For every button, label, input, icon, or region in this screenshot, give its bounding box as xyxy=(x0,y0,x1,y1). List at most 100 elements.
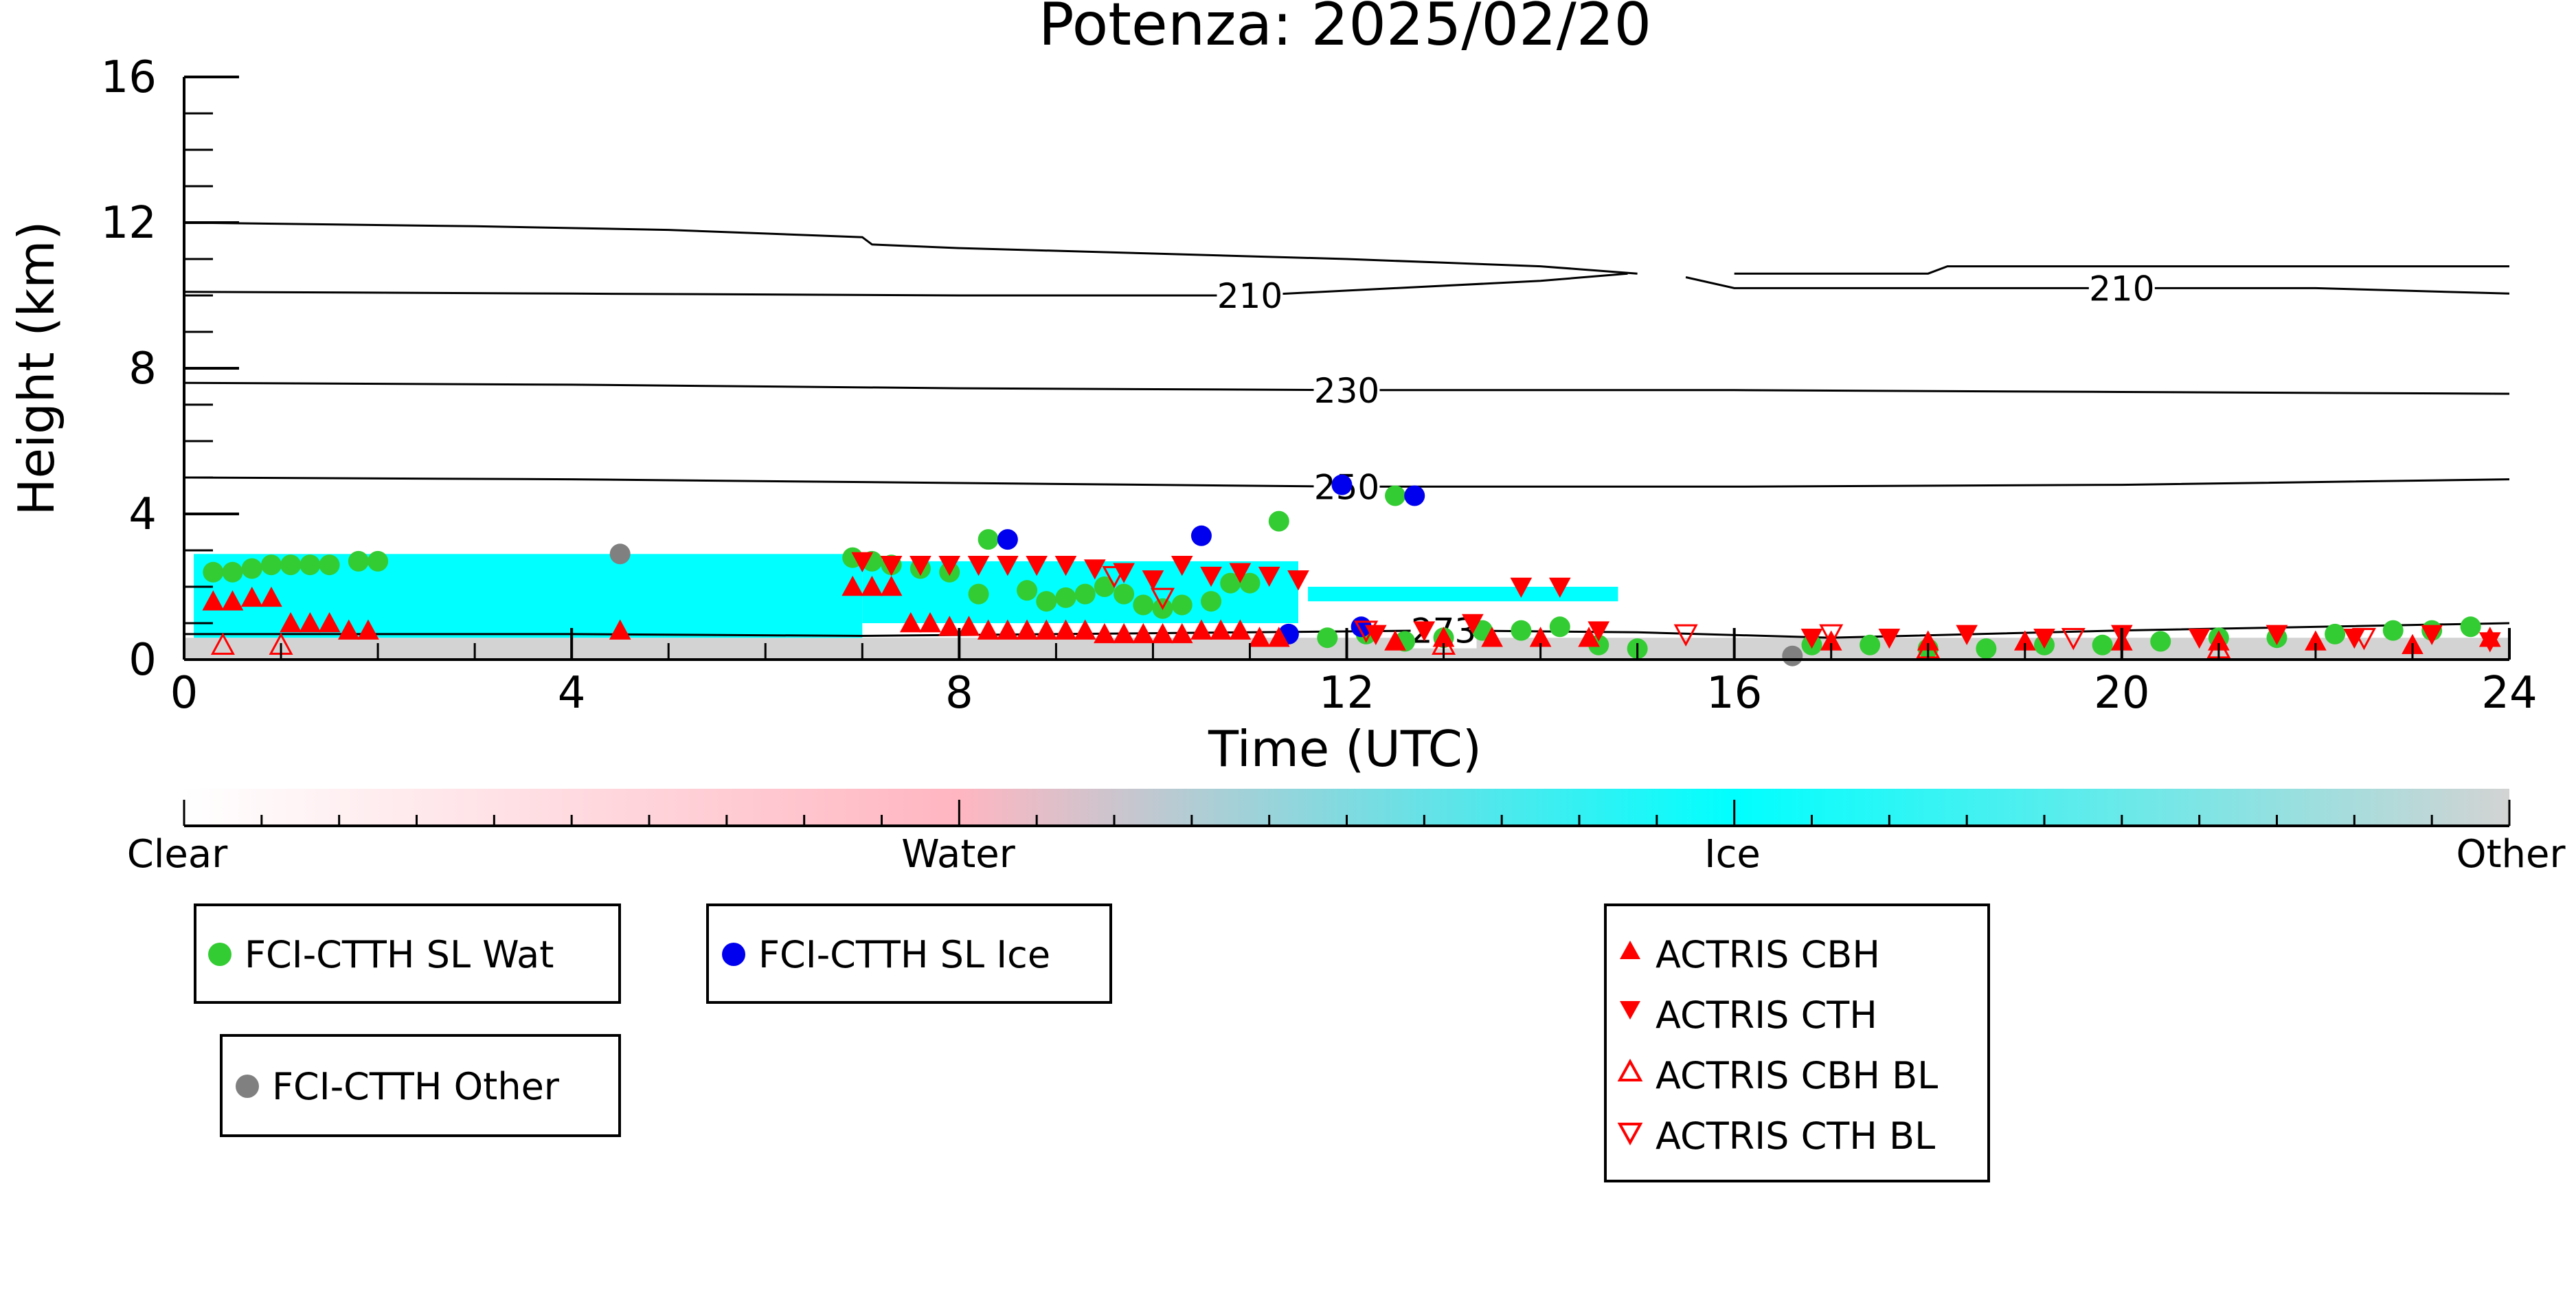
legend-symbol-ice xyxy=(722,943,745,966)
marker-point xyxy=(1800,628,1823,649)
marker-point xyxy=(337,619,360,640)
marker-point xyxy=(1026,555,1048,576)
marker-point xyxy=(300,554,321,576)
marker-point xyxy=(280,554,302,576)
contour-label-bg xyxy=(1313,372,1380,408)
marker-point xyxy=(909,555,931,576)
y-tick-label: 8 xyxy=(128,344,157,394)
marker-point xyxy=(2351,627,2376,651)
marker-point xyxy=(968,583,989,605)
marker-point xyxy=(1548,577,1571,598)
marker-point xyxy=(2061,627,2086,651)
marker-point xyxy=(1035,619,1058,640)
legend-box-actris: ACTRIS CBH ACTRIS CTH ACTRIS CBH BL ACTR… xyxy=(1604,903,1990,1182)
legend-label-ice: FCI-CTTH SL Ice xyxy=(758,933,1050,976)
marker-point xyxy=(2478,632,2501,653)
x-tick-label: 24 xyxy=(2481,668,2537,719)
marker-point xyxy=(1413,621,1436,642)
y-ticks: 0 4 8 12 16 xyxy=(101,52,239,686)
legend-symbol-cbh-bl xyxy=(1617,1058,1643,1081)
marker-point xyxy=(997,619,1019,640)
marker-point xyxy=(1287,570,1309,591)
marker-point xyxy=(841,575,864,596)
x-tick-label: 16 xyxy=(1706,668,1762,719)
contour-label-bg xyxy=(1217,278,1283,313)
marker-point xyxy=(1133,594,1154,616)
marker-point xyxy=(997,529,1018,550)
marker-point xyxy=(938,555,961,576)
colorbar-label-other: Other xyxy=(2456,832,2566,877)
marker-point xyxy=(919,611,941,633)
marker-point xyxy=(2092,634,2113,655)
contour-line xyxy=(1685,276,2509,295)
legend-box-water: FCI-CTTH SL Wat xyxy=(194,903,621,1004)
marker-point xyxy=(609,619,631,640)
marker-point xyxy=(1239,572,1261,594)
marker-point xyxy=(1074,619,1096,640)
colorbar: Clear Water Ice Other xyxy=(127,789,2566,877)
legend-label-cbh-bl: ACTRIS CBH BL xyxy=(1656,1054,1938,1097)
marker-point xyxy=(997,555,1019,576)
marker-point xyxy=(1354,620,1379,643)
marker-point xyxy=(1094,622,1116,644)
marker-point xyxy=(1510,577,1533,598)
marker-point xyxy=(318,611,341,633)
marker-point xyxy=(280,611,302,633)
marker-point xyxy=(851,552,874,572)
marker-point xyxy=(348,550,369,572)
marker-point xyxy=(1094,576,1115,597)
marker-point xyxy=(1142,570,1164,591)
marker-point xyxy=(2325,623,2346,644)
legend-frame xyxy=(1604,903,1990,1182)
marker-point xyxy=(1258,566,1280,587)
legend-symbol-other xyxy=(236,1075,259,1098)
marker-point xyxy=(368,550,389,572)
colorbar-ticks xyxy=(183,800,2511,826)
marker-point xyxy=(1511,620,1532,641)
marker-point xyxy=(221,590,244,611)
y-tick-label: 0 xyxy=(128,635,157,686)
marker-point xyxy=(1151,587,1175,611)
colorbar-label-ice: Ice xyxy=(1704,832,1761,877)
marker-point xyxy=(1171,622,1193,644)
colorbar-label-water: Water xyxy=(901,832,1016,877)
colorbar-label-clear: Clear xyxy=(127,832,228,877)
marker-point xyxy=(1384,630,1406,651)
legend-frame xyxy=(706,903,1112,1004)
contour-label: 230 xyxy=(1314,371,1379,411)
x-tick-label: 12 xyxy=(1319,668,1375,719)
x-tick-label: 0 xyxy=(170,668,199,719)
marker-point xyxy=(1481,627,1503,647)
contour-line xyxy=(184,221,1638,275)
marker-point xyxy=(1588,621,1610,642)
y-tick-label: 4 xyxy=(128,489,157,540)
marker-point xyxy=(1201,591,1222,612)
legend-label-cth: ACTRIS CTH xyxy=(1656,993,1877,1037)
marker-point xyxy=(978,529,999,550)
marker-point xyxy=(1229,563,1252,583)
contour-label: 210 xyxy=(1217,276,1283,316)
marker-point xyxy=(1404,485,1425,506)
marker-point xyxy=(1956,625,1978,645)
marker-point xyxy=(241,558,262,579)
legend-label-cth-bl: ACTRIS CTH BL xyxy=(1656,1114,1935,1158)
y-axis-label: Height (km) xyxy=(8,221,65,516)
marker-point xyxy=(1549,616,1570,638)
marker-point xyxy=(1190,619,1212,640)
marker-point xyxy=(1171,594,1193,616)
marker-point xyxy=(1364,625,1387,645)
marker-point xyxy=(967,555,990,576)
contour-line xyxy=(184,272,1628,297)
marker-point xyxy=(1878,628,1901,649)
marker-point xyxy=(1200,566,1222,587)
x-axis-label: Time (UTC) xyxy=(1208,720,1482,778)
legend-symbol-cth-bl xyxy=(1617,1123,1643,1146)
marker-point xyxy=(2421,625,2443,645)
marker-point xyxy=(861,575,883,596)
y-tick-label: 16 xyxy=(101,52,157,103)
x-ticks: 0 4 8 12 16 20 24 xyxy=(170,628,2538,719)
marker-point xyxy=(2382,620,2404,641)
contour-label-bg xyxy=(2088,270,2155,306)
marker-point xyxy=(938,616,961,636)
